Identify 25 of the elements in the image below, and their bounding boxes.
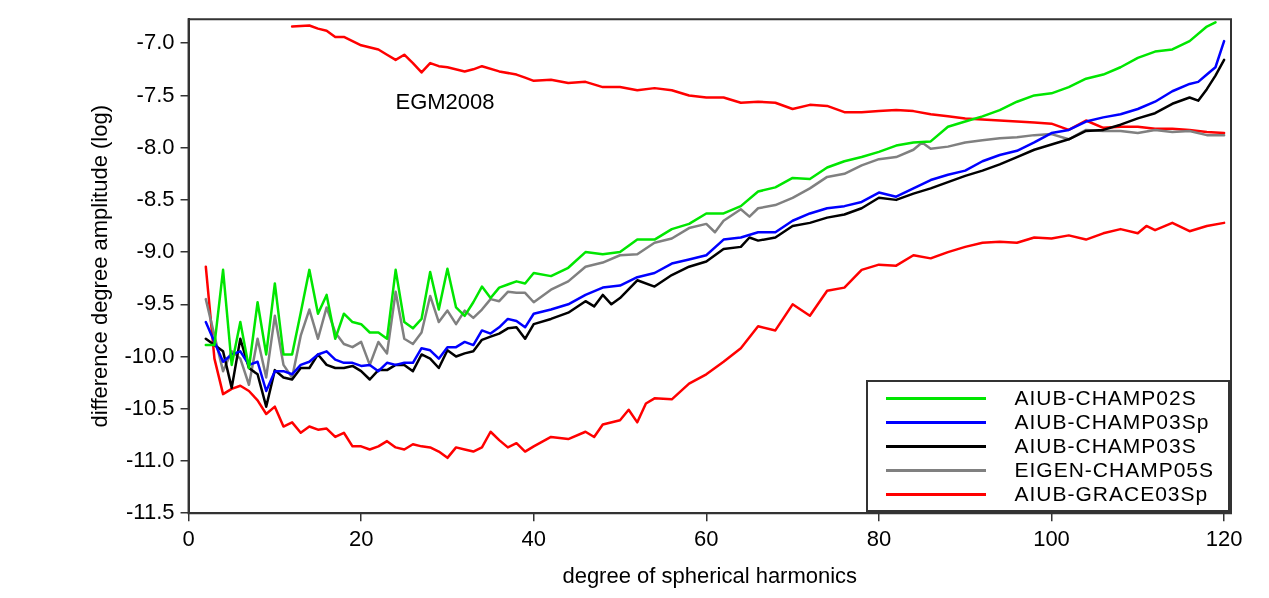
x-tick-label: 40 xyxy=(521,526,546,552)
legend-label: AIUB-CHAMP02S xyxy=(1014,386,1197,411)
legend-label: AIUB-GRACE03Sp xyxy=(1014,482,1209,507)
x-tick-label: 120 xyxy=(1205,526,1243,552)
y-tick-label: -11.0 xyxy=(126,447,175,473)
y-tick-label: -9.5 xyxy=(136,290,175,316)
y-tick-label: -8.0 xyxy=(136,133,175,159)
x-tick-label: 20 xyxy=(348,526,374,552)
x-tick-label: 80 xyxy=(866,526,892,552)
y-tick-label: -8.5 xyxy=(136,185,175,211)
annotation: EGM2008 xyxy=(395,89,495,115)
x-axis-title: degree of spherical harmonics xyxy=(562,562,858,588)
y-tick-label: -7.5 xyxy=(136,81,175,107)
legend-label: AIUB-CHAMP03S xyxy=(1014,434,1197,459)
y-tick-label: -7.0 xyxy=(136,29,175,55)
x-tick-label: 60 xyxy=(694,526,719,552)
y-tick-label: -10.0 xyxy=(124,342,175,368)
y-tick-label: -9.0 xyxy=(136,238,175,264)
x-tick-label: 100 xyxy=(1033,526,1070,552)
y-tick-label: -11.5 xyxy=(126,499,175,525)
y-tick-label: -10.5 xyxy=(124,394,175,420)
legend-label: AIUB-CHAMP03Sp xyxy=(1014,410,1210,435)
x-tick-label: 0 xyxy=(182,526,195,552)
y-axis-title: difference degree amplitude (log) xyxy=(87,104,113,428)
legend-label: EIGEN-CHAMP05S xyxy=(1014,458,1214,483)
